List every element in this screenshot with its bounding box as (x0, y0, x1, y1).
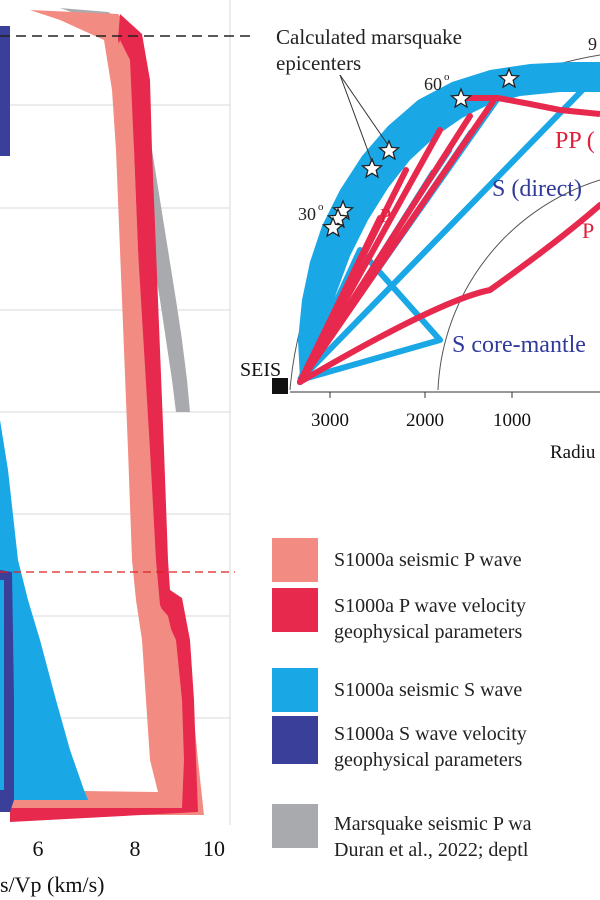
seis-station-label: SEIS (240, 359, 281, 381)
legend-item-seismic-p: S1000a seismic P wave (272, 538, 522, 582)
legend-item-p-velocity: S1000a P wave velocity geophysical param… (272, 588, 526, 643)
seismic-s-wave-band (0, 420, 88, 800)
core-boundary-arc (437, 179, 600, 391)
ray-path-panel: Calculated marsquake epicenters 60 o 30 … (240, 25, 600, 463)
epicenter-stars (321, 67, 521, 238)
angle-label-value: 30 (298, 204, 316, 224)
x-tick-label: 8 (130, 836, 141, 861)
legend-label-line1: S1000a P wave velocity (334, 595, 526, 617)
x-axis: 6 8 10 s/Vp (km/s) (0, 836, 225, 897)
ray-label-p-right: P (582, 218, 594, 243)
p-wave-velocity-band (10, 14, 198, 822)
legend-label-line2: geophysical parameters (334, 621, 522, 643)
degree-symbol: o (444, 71, 450, 83)
legend-label-line2: Duran et al., 2022; deptl (334, 839, 529, 861)
legend-swatch (272, 588, 318, 632)
angle-label-90: 9 (588, 34, 597, 54)
star-icon (360, 157, 384, 179)
p-wave-rays (297, 97, 600, 385)
legend-swatch (272, 716, 318, 764)
radius-tick-label: 2000 (406, 410, 444, 431)
x-tick-label: 6 (33, 836, 44, 861)
s-wave-velocity-band (0, 570, 14, 812)
ray-label-s-direct: S (direct) (492, 176, 582, 202)
pp-wave-ray (462, 95, 600, 117)
epicenter-label-line1: Calculated marsquake (276, 25, 462, 49)
angle-label-60: 60 o (424, 71, 450, 94)
x-tick-label: 10 (203, 836, 225, 861)
legend: S1000a seismic P wave S1000a P wave velo… (272, 538, 532, 861)
star-icon (449, 87, 473, 109)
legend-item-seismic-s: S1000a seismic S wave (272, 668, 522, 712)
legend-label-line2: geophysical parameters (334, 749, 522, 771)
marsquake-p-velocity-band (60, 8, 190, 412)
legend-label-line1: S1000a S wave velocity (334, 723, 527, 745)
s-wave-velocity-top-strip (0, 26, 10, 156)
s-wave-surface-band (298, 62, 600, 380)
epicenter-leader-lines (339, 74, 389, 163)
ray-label-p-left: P (380, 205, 391, 227)
ray-label-pp: PP ( (555, 128, 595, 154)
star-icon (377, 139, 401, 161)
p-wave-velocity-inner-band (114, 40, 182, 790)
degree-symbol: o (318, 201, 324, 213)
ray-label-s-core-mantle: S core-mantle (452, 332, 586, 358)
legend-label-line1: Marsquake seismic P wa (334, 813, 532, 835)
angle-label-value: 60 (424, 74, 442, 94)
radius-axis-label: Radiu (550, 442, 596, 463)
legend-label-line1: S1000a seismic P wave (334, 549, 522, 571)
legend-swatch (272, 538, 318, 582)
seis-station-marker (272, 378, 288, 394)
epicenter-label-line2: epicenters (276, 51, 361, 75)
radius-axis-ticks (329, 392, 513, 398)
legend-label-line1: S1000a seismic S wave (334, 679, 522, 701)
angle-label-30: 30 o (298, 201, 324, 224)
x-axis-label: s/Vp (km/s) (0, 872, 105, 897)
star-icon (321, 216, 345, 238)
radius-tick-label: 3000 (311, 410, 349, 431)
legend-swatch (272, 668, 318, 712)
legend-item-s-velocity: S1000a S wave velocity geophysical param… (272, 716, 527, 771)
legend-item-marsquake-p: Marsquake seismic P wa Duran et al., 202… (272, 804, 532, 861)
radius-tick-label: 1000 (493, 410, 531, 431)
star-icon (497, 67, 521, 89)
legend-swatch (272, 804, 318, 848)
velocity-profile-panel: 6 8 10 s/Vp (km/s) (0, 0, 250, 897)
